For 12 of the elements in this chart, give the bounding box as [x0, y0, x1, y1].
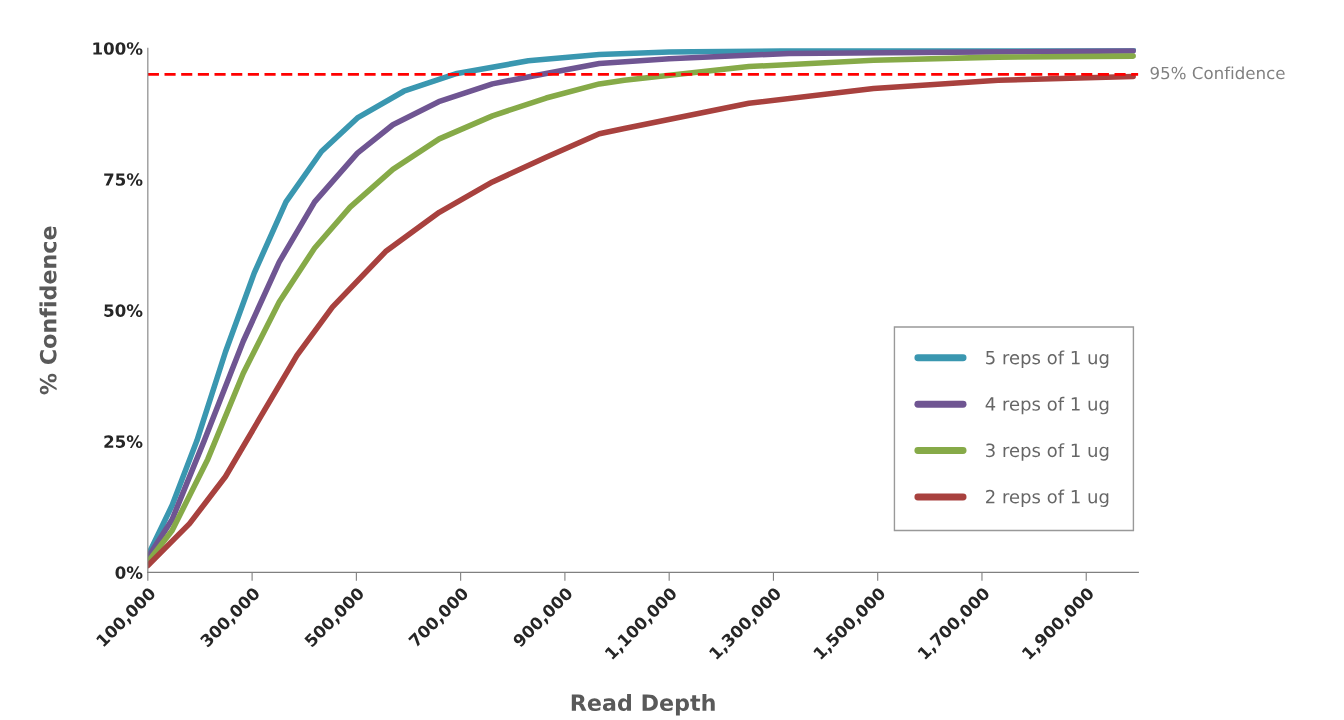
y-axis-title: % Confidence — [39, 226, 57, 395]
legend-label: 2 reps of 1 ug — [986, 489, 1109, 507]
y-tick-label: 0% — [115, 566, 143, 579]
y-tick-label: 25% — [104, 435, 143, 448]
x-axis-title: Read Depth — [571, 693, 715, 716]
y-tick-label: 100% — [93, 42, 143, 55]
ref-line-label: 95% Confidence — [1150, 66, 1285, 80]
y-tick-label: 50% — [104, 304, 143, 317]
legend-label: 4 reps of 1 ug — [985, 396, 1109, 415]
y-tick-label: 75% — [104, 173, 143, 186]
legend-label: 5 reps of 1 ug — [986, 350, 1109, 368]
legend-label: 3 reps of 1 ug — [986, 443, 1109, 461]
